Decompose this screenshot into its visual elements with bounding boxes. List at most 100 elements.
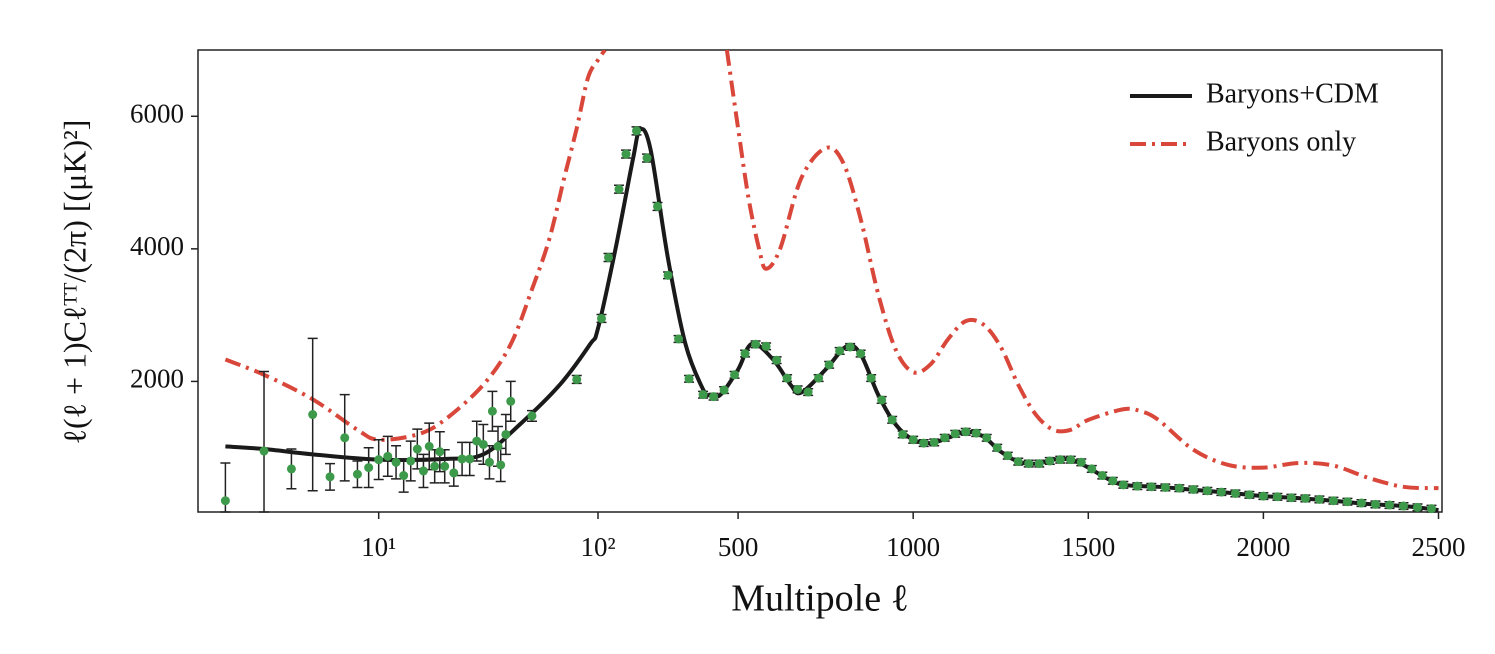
data-point	[950, 429, 960, 439]
x-tick-label: 10¹	[361, 532, 396, 562]
plot-frame	[197, 49, 1443, 513]
data-point	[1013, 457, 1023, 467]
data-point	[1272, 492, 1282, 502]
data-point	[259, 446, 269, 456]
data-point	[845, 342, 855, 352]
data-point	[1398, 501, 1408, 511]
y-tick-label: 4000	[130, 231, 184, 261]
series-line	[225, 126, 1439, 512]
data-point	[435, 447, 445, 457]
data-point	[1230, 488, 1240, 498]
data-point	[1286, 493, 1296, 503]
data-point	[684, 374, 694, 384]
data-point	[1118, 480, 1128, 490]
data-point	[730, 370, 740, 380]
data-point	[1328, 496, 1338, 506]
x-tick-label: 1500	[1061, 532, 1115, 562]
data-point	[1202, 486, 1212, 496]
data-point	[1160, 482, 1170, 492]
data-point	[929, 437, 939, 447]
data-point	[1370, 499, 1380, 509]
data-point	[493, 441, 503, 451]
data-point	[352, 469, 362, 479]
data-point	[803, 387, 813, 397]
data-point	[572, 374, 582, 384]
data-point	[814, 373, 824, 383]
data-point	[1426, 504, 1436, 514]
data-point	[1034, 459, 1044, 469]
data-point	[501, 429, 511, 439]
data-point	[1066, 455, 1076, 465]
data-point	[604, 252, 614, 262]
data-point	[614, 184, 624, 194]
x-tick-label: 2000	[1236, 532, 1290, 562]
data-point	[772, 355, 782, 365]
data-point	[887, 415, 897, 425]
data-point	[971, 428, 981, 438]
data-point	[478, 439, 488, 449]
data-point	[1045, 456, 1055, 466]
data-point	[674, 334, 684, 344]
data-point	[877, 395, 887, 405]
data-point	[418, 466, 428, 476]
legend-label: Baryons only	[1206, 126, 1356, 157]
data-point	[866, 373, 876, 383]
data-point	[898, 429, 908, 439]
data-point	[457, 454, 467, 464]
data-point	[383, 451, 393, 461]
data-point	[835, 346, 845, 356]
data-point	[1342, 497, 1352, 507]
x-tick-label: 10²	[580, 532, 615, 562]
data-point	[1216, 487, 1226, 497]
data-point	[642, 153, 652, 163]
data-point	[740, 349, 750, 359]
data-point	[325, 472, 335, 482]
y-tick-label: 6000	[130, 98, 184, 128]
data-point	[1258, 491, 1268, 501]
data-point	[440, 461, 450, 471]
data-point	[940, 433, 950, 443]
y-axis-label: ℓ(ℓ + 1)Cℓᵀᵀ/(2π) [(μK)²]	[56, 120, 92, 445]
data-point	[1132, 481, 1142, 491]
data-point	[1108, 476, 1118, 486]
data-point	[919, 438, 929, 448]
data-point	[399, 471, 409, 481]
points-layer	[220, 126, 1437, 514]
data-point	[1024, 459, 1034, 469]
data-point	[430, 461, 440, 471]
data-point	[1244, 490, 1254, 500]
data-point	[391, 457, 401, 467]
y-tick-label: 2000	[130, 364, 184, 394]
data-point	[1384, 500, 1394, 510]
x-tick-label: 2500	[1411, 532, 1465, 562]
error-bar	[259, 370, 270, 513]
data-point	[487, 406, 497, 416]
data-point	[1087, 464, 1097, 474]
data-point	[364, 463, 374, 473]
data-point	[653, 201, 663, 211]
data-point	[597, 313, 607, 323]
data-point	[698, 390, 708, 400]
x-tick-label: 1000	[886, 532, 940, 562]
data-point	[424, 441, 434, 451]
data-point	[496, 460, 506, 470]
data-point	[1412, 502, 1422, 512]
data-point	[1146, 482, 1156, 492]
data-point	[992, 443, 1002, 453]
data-point	[982, 433, 992, 443]
data-point	[856, 349, 866, 359]
data-point	[782, 373, 792, 383]
series-line	[224, 50, 1439, 491]
data-point	[621, 149, 631, 159]
data-point	[412, 444, 422, 454]
data-point	[1097, 471, 1107, 481]
data-point	[1174, 483, 1184, 493]
data-point	[761, 341, 771, 351]
data-point	[824, 360, 834, 370]
data-point	[308, 410, 318, 420]
data-point	[374, 455, 384, 465]
data-point	[220, 496, 230, 506]
data-point	[1314, 494, 1324, 504]
data-point	[663, 270, 673, 280]
